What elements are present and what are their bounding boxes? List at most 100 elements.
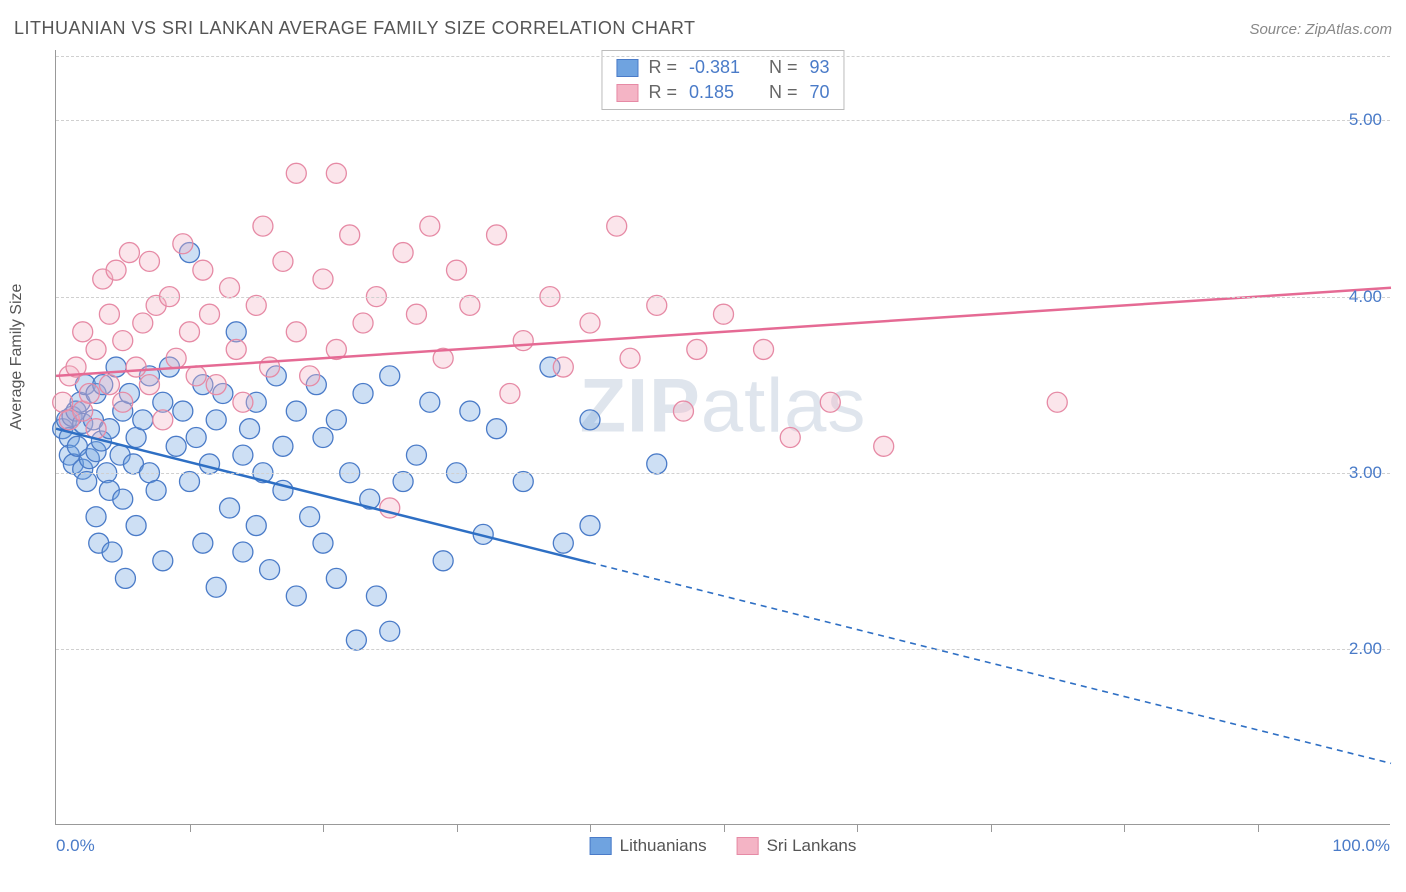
scatter-point [620,348,640,368]
scatter-point [220,498,240,518]
scatter-point [313,533,333,553]
scatter-point [460,295,480,315]
x-tick [1124,824,1125,832]
scatter-point [99,375,119,395]
scatter-point [286,586,306,606]
scatter-svg [56,50,1390,824]
scatter-point [553,357,573,377]
scatter-point [166,348,186,368]
y-tick-label: 4.00 [1349,287,1382,307]
series-legend-item: Sri Lankans [737,836,857,856]
scatter-point [260,560,280,580]
scatter-point [180,472,200,492]
gridline-h [56,473,1390,474]
scatter-point [193,260,213,280]
scatter-point [286,401,306,421]
scatter-point [226,339,246,359]
scatter-point [273,251,293,271]
scatter-point [79,383,99,403]
x-tick [323,824,324,832]
scatter-point [580,516,600,536]
x-tick [190,824,191,832]
scatter-point [153,551,173,571]
scatter-point [99,304,119,324]
scatter-point [220,278,240,298]
scatter-point [286,163,306,183]
scatter-point [102,542,122,562]
scatter-point [133,410,153,430]
scatter-point [714,304,734,324]
scatter-point [487,225,507,245]
scatter-point [233,392,253,412]
gridline-h [56,56,1390,57]
y-tick-label: 2.00 [1349,639,1382,659]
chart-container: LITHUANIAN VS SRI LANKAN AVERAGE FAMILY … [0,0,1406,892]
title-bar: LITHUANIAN VS SRI LANKAN AVERAGE FAMILY … [14,18,1392,39]
chart-title: LITHUANIAN VS SRI LANKAN AVERAGE FAMILY … [14,18,696,39]
scatter-point [106,260,126,280]
scatter-point [206,375,226,395]
scatter-point [687,339,707,359]
scatter-point [200,304,220,324]
scatter-point [460,401,480,421]
scatter-point [180,322,200,342]
series-legend: Lithuanians Sri Lankans [590,836,857,856]
scatter-point [153,410,173,430]
scatter-point [433,551,453,571]
scatter-point [206,410,226,430]
scatter-point [273,436,293,456]
scatter-point [366,586,386,606]
scatter-point [820,392,840,412]
scatter-point [353,313,373,333]
scatter-point [353,383,373,403]
scatter-point [420,392,440,412]
gridline-h [56,649,1390,650]
scatter-point [113,489,133,509]
series-name: Sri Lankans [767,836,857,856]
scatter-point [139,375,159,395]
scatter-point [126,357,146,377]
x-tick [991,824,992,832]
x-axis-max-label: 100.0% [1332,836,1390,856]
scatter-point [326,568,346,588]
scatter-point [513,331,533,351]
x-tick [857,824,858,832]
scatter-point [126,516,146,536]
scatter-point [119,243,139,263]
scatter-point [406,445,426,465]
legend-swatch [590,837,612,855]
scatter-point [77,472,97,492]
x-tick [590,824,591,832]
scatter-point [874,436,894,456]
scatter-point [246,516,266,536]
gridline-h [56,120,1390,121]
scatter-point [326,163,346,183]
trend-line-dashed [590,563,1391,764]
x-axis-min-label: 0.0% [56,836,95,856]
y-tick-label: 3.00 [1349,463,1382,483]
scatter-point [313,428,333,448]
scatter-point [607,216,627,236]
scatter-point [300,366,320,386]
scatter-point [313,269,333,289]
scatter-point [113,331,133,351]
scatter-point [513,472,533,492]
series-name: Lithuanians [620,836,707,856]
scatter-point [580,313,600,333]
scatter-point [246,295,266,315]
scatter-point [326,410,346,430]
scatter-point [380,621,400,641]
y-axis-label: Average Family Size [8,284,26,430]
scatter-point [647,295,667,315]
scatter-point [173,401,193,421]
scatter-point [86,507,106,527]
scatter-point [553,533,573,553]
gridline-h [56,297,1390,298]
scatter-point [200,454,220,474]
scatter-point [754,339,774,359]
x-tick [724,824,725,832]
scatter-point [166,436,186,456]
scatter-point [233,445,253,465]
scatter-point [300,507,320,527]
scatter-point [673,401,693,421]
